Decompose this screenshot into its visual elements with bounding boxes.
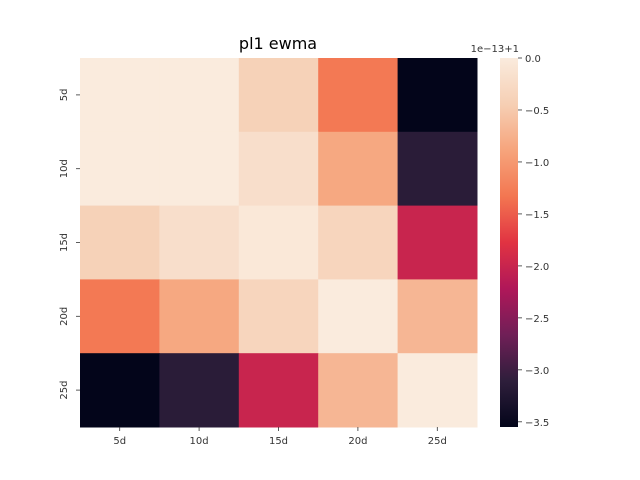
colorbar-tick-label: −2.0: [525, 262, 549, 273]
heatmap-cell-10d-20d: [318, 131, 399, 207]
colorbar-axis: 0.0 −0.5 −1.0 −1.5 −2.0 −2.5 −3.0 −3.5: [518, 54, 549, 429]
y-tick-label: 15d: [59, 233, 70, 252]
heatmap-cell-20d-20d: [318, 279, 399, 354]
heatmap-cell-15d-20d: [318, 205, 399, 280]
heatmap-cell-25d-15d: [238, 353, 319, 428]
x-tick-label: 25d: [428, 436, 447, 447]
colorbar-tick-label: −1.5: [525, 210, 549, 221]
heatmap-cell-10d-10d: [159, 131, 240, 207]
heatmap-cell-15d-5d: [80, 205, 160, 280]
heatmap-cell-15d-10d: [159, 205, 240, 280]
heatmap-cell-20d-25d: [397, 279, 478, 354]
heatmap-cell-15d-25d: [397, 205, 478, 280]
heatmap-cell-20d-5d: [80, 279, 160, 354]
colorbar-tick-label: −3.0: [525, 366, 549, 377]
heatmap-cell-5d-15d: [238, 58, 319, 133]
x-tick-label: 20d: [348, 436, 367, 447]
x-tick-label: 5d: [113, 436, 126, 447]
heatmap-cell-20d-15d: [238, 279, 319, 354]
y-tick-label: 10d: [59, 159, 70, 178]
heatmap-cell-25d-5d: [80, 353, 160, 428]
colorbar-tick-label: −2.5: [525, 314, 549, 325]
heatmap-cells: [80, 58, 478, 428]
heatmap-cell-5d-25d: [397, 58, 478, 133]
x-tick-label: 10d: [190, 436, 209, 447]
heatmap-cell-5d-20d: [318, 58, 399, 133]
y-axis: 5d 10d 15d 20d 25d: [59, 89, 80, 400]
chart-title: pl1 ewma: [239, 34, 317, 53]
heatmap-cell-10d-5d: [80, 131, 160, 207]
heatmap-cell-25d-10d: [159, 353, 240, 428]
colorbar-tick-label: 0.0: [525, 54, 541, 65]
heatmap-cell-10d-15d: [238, 131, 319, 207]
colorbar-tick-label: −3.5: [525, 418, 549, 429]
heatmap-cell-25d-20d: [318, 353, 399, 428]
heatmap-cell-5d-10d: [159, 58, 240, 133]
heatmap-cell-15d-15d: [238, 205, 319, 280]
x-tick-label: 15d: [269, 436, 288, 447]
colorbar-tick-label: −1.0: [525, 158, 549, 169]
x-axis: 5d 10d 15d 20d 25d: [113, 427, 447, 447]
heatmap-cell-25d-25d: [397, 353, 478, 428]
y-tick-label: 25d: [59, 381, 70, 400]
heatmap-cell-5d-5d: [80, 58, 160, 133]
colorbar: [500, 58, 518, 427]
heatmap-cell-20d-10d: [159, 279, 240, 354]
y-tick-label: 5d: [59, 89, 70, 102]
colorbar-tick-label: −0.5: [525, 106, 549, 117]
colorbar-offset-label: 1e−13+1: [471, 44, 519, 55]
heatmap-cell-10d-25d: [397, 131, 478, 207]
y-tick-label: 20d: [59, 307, 70, 326]
